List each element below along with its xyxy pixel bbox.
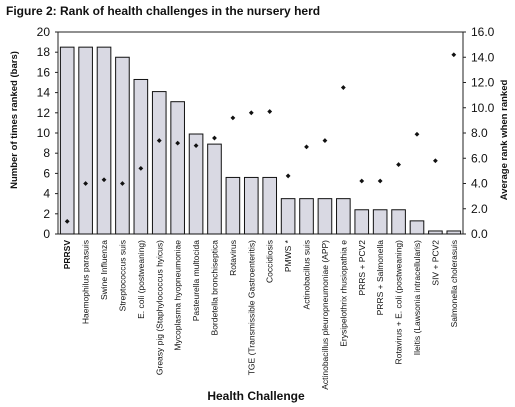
rank-point bbox=[377, 178, 383, 184]
y-tick-label: 20 bbox=[37, 25, 51, 39]
rank-point bbox=[432, 158, 438, 164]
y2-tick-label: 16.0 bbox=[471, 25, 495, 39]
bar bbox=[96, 46, 112, 235]
category-label: Rotavirus + E. coli (postweaning) bbox=[394, 240, 404, 365]
bar bbox=[188, 133, 204, 235]
rank-point bbox=[212, 135, 217, 141]
bar bbox=[59, 46, 75, 235]
rank-point bbox=[451, 52, 457, 58]
y-tick-label: 8 bbox=[43, 146, 50, 160]
plot-area: 0 2 4 6 8 10 12 14 16 18 20 0.0 2.0 4.0 6.0 8.0 10.0 12.0… bbox=[37, 25, 495, 390]
y2-tick-label: 0.0 bbox=[471, 227, 488, 241]
bar bbox=[133, 78, 149, 235]
category-label: Coccidiosis bbox=[265, 240, 275, 283]
bar bbox=[446, 230, 462, 235]
category-label: Haemophilus parasuis bbox=[81, 240, 91, 324]
rank-point bbox=[156, 138, 162, 143]
category-label: SIV + PCV2 bbox=[430, 240, 440, 286]
y-tick-label: 18 bbox=[37, 45, 51, 59]
category-label: TGE (Transmissible Gastroenteritis) bbox=[246, 240, 256, 375]
rank-point bbox=[193, 143, 199, 149]
y2-tick-label: 8.0 bbox=[471, 126, 488, 140]
y-tick-label: 2 bbox=[43, 207, 50, 221]
category-label: Swine Influenza bbox=[99, 240, 109, 300]
category-label: PRRS + Salmonella bbox=[375, 240, 385, 316]
category-label: Actinobacillus suis bbox=[302, 240, 312, 309]
bar bbox=[280, 198, 296, 235]
rank-point bbox=[285, 173, 291, 179]
category-label: Bordetella bronchiseptica bbox=[209, 240, 219, 336]
rank-point bbox=[120, 181, 125, 186]
y-axis-label: Number of times ranked (bars) bbox=[9, 51, 20, 189]
rank-point bbox=[64, 218, 70, 224]
category-label: Ileitis (Lawsonia intracellularis) bbox=[412, 240, 422, 355]
bar bbox=[354, 209, 370, 235]
bar bbox=[262, 176, 278, 235]
bar bbox=[336, 198, 351, 235]
rank-point bbox=[340, 85, 346, 90]
y2-tick-label: 4.0 bbox=[471, 177, 488, 191]
bar bbox=[243, 176, 259, 235]
rank-point bbox=[396, 162, 401, 167]
bar bbox=[299, 198, 314, 235]
rank-point bbox=[230, 115, 236, 121]
x-axis-label: Health Challenge bbox=[207, 389, 305, 403]
bar bbox=[317, 198, 333, 235]
bar bbox=[372, 209, 388, 235]
y2-tick-label: 2.0 bbox=[471, 202, 488, 216]
rank-point bbox=[175, 140, 181, 146]
y2-axis-label: Average rank when ranked bbox=[499, 80, 510, 201]
bar bbox=[391, 209, 406, 235]
category-label: E. coli (postweaning) bbox=[136, 240, 146, 319]
category-label: Salmonella cholerasuis bbox=[449, 240, 459, 327]
rank-point bbox=[83, 181, 89, 186]
rank-point bbox=[248, 110, 254, 116]
bar bbox=[170, 101, 185, 235]
y-tick-label: 4 bbox=[43, 187, 50, 201]
y2-tick-label: 12.0 bbox=[471, 76, 495, 90]
rank-point bbox=[138, 165, 144, 171]
category-label: Mycoplasma hyopneumoniae bbox=[173, 240, 183, 351]
y-tick-label: 6 bbox=[43, 166, 50, 180]
rank-point bbox=[304, 144, 309, 150]
y2-tick-label: 10.0 bbox=[471, 101, 495, 115]
y-tick-label: 14 bbox=[37, 86, 51, 100]
category-label: PMWS * bbox=[283, 239, 293, 272]
bar bbox=[115, 56, 130, 235]
category-label: PRRS + PCV2 bbox=[357, 240, 367, 296]
category-label: Erysipelothrix rhusiopathia e bbox=[338, 240, 348, 347]
rank-point bbox=[322, 138, 328, 143]
y2-tick-label: 14.0 bbox=[471, 50, 495, 64]
bar bbox=[207, 143, 222, 235]
rank-point bbox=[267, 109, 273, 114]
category-label: Streptococcus suis bbox=[117, 240, 127, 311]
y-tick-label: 10 bbox=[37, 126, 51, 140]
y2-tick-label: 6.0 bbox=[471, 151, 488, 165]
category-label: Greasy pig (Staphylococcus hyicus) bbox=[154, 240, 164, 375]
bar bbox=[225, 176, 241, 235]
bar bbox=[78, 46, 93, 235]
category-label: Pasteurella multocida bbox=[191, 240, 201, 322]
rank-point bbox=[359, 178, 365, 184]
rank-point bbox=[414, 131, 420, 137]
y-tick-label: 16 bbox=[37, 65, 51, 79]
rank-point bbox=[101, 177, 107, 183]
category-label: Actinobacillus pleuropneumoniae (APP) bbox=[320, 240, 330, 390]
bar bbox=[151, 91, 167, 235]
bar bbox=[428, 230, 443, 235]
category-label: PRRSV bbox=[62, 240, 72, 270]
chart-title: Figure 2: Rank of health challenges in t… bbox=[6, 4, 320, 18]
bar bbox=[409, 220, 425, 235]
y-tick-label: 0 bbox=[43, 227, 50, 241]
y-tick-label: 12 bbox=[37, 106, 51, 120]
category-label: Rotavirus bbox=[228, 240, 238, 276]
